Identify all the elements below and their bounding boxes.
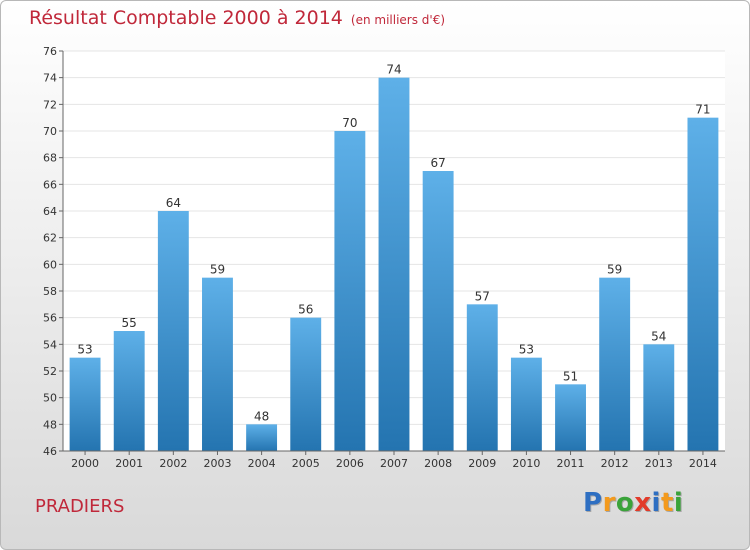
- value-label-2012: 59: [607, 263, 622, 277]
- bar-2014: [687, 117, 719, 452]
- x-tick-label-2008: 2008: [424, 457, 452, 470]
- x-tick-label-2002: 2002: [159, 457, 187, 470]
- x-tick-label-2012: 2012: [601, 457, 629, 470]
- y-tick-label: 74: [43, 72, 57, 85]
- bar-2004: [246, 424, 278, 451]
- x-tick-label-2014: 2014: [689, 457, 717, 470]
- y-tick-label: 72: [43, 98, 57, 111]
- value-label-2007: 74: [386, 63, 401, 77]
- y-tick-label: 46: [43, 445, 57, 458]
- value-label-2001: 55: [122, 316, 137, 330]
- bar-2013: [643, 344, 675, 451]
- y-tick-label: 68: [43, 152, 57, 165]
- chart-title: Résultat Comptable 2000 à 2014 (en millie…: [29, 7, 445, 29]
- x-tick-label-2006: 2006: [336, 457, 364, 470]
- x-tick-label-2005: 2005: [292, 457, 320, 470]
- bar-2008: [422, 171, 454, 451]
- value-label-2013: 54: [651, 329, 666, 343]
- chart-unit: (en milliers d'€): [350, 13, 446, 27]
- value-label-2000: 53: [77, 343, 92, 357]
- value-label-2011: 51: [563, 369, 578, 383]
- value-label-2006: 70: [342, 116, 357, 130]
- bar-2005: [290, 317, 322, 451]
- commune-name: PRADIERS: [35, 496, 125, 517]
- y-tick-label: 50: [43, 392, 57, 405]
- chart-title-text: Résultat Comptable 2000 à 2014: [29, 7, 343, 29]
- y-tick-label: 62: [43, 232, 57, 245]
- value-label-2004: 48: [254, 409, 269, 423]
- x-tick-label-2009: 2009: [468, 457, 496, 470]
- x-tick-label-2007: 2007: [380, 457, 408, 470]
- bar-2012: [599, 277, 631, 451]
- bar-2001: [113, 331, 145, 451]
- x-tick-label-2010: 2010: [512, 457, 540, 470]
- value-label-2005: 56: [298, 303, 313, 317]
- bar-2002: [157, 211, 189, 451]
- y-tick-label: 54: [43, 338, 57, 351]
- logo-letter: i: [673, 488, 684, 518]
- y-tick-label: 76: [43, 45, 57, 58]
- bar-2009: [466, 304, 498, 451]
- y-tick-label: 56: [43, 312, 57, 325]
- proxiti-logo: Proxiti: [583, 488, 683, 518]
- x-tick-label-2013: 2013: [645, 457, 673, 470]
- value-label-2002: 64: [166, 196, 181, 210]
- logo-letter: r: [602, 488, 616, 518]
- x-tick-label-2004: 2004: [248, 457, 276, 470]
- bar-2007: [378, 77, 410, 452]
- bar-2006: [334, 131, 366, 451]
- logo-letter: P: [583, 488, 603, 518]
- y-tick-label: 52: [43, 365, 57, 378]
- y-tick-label: 60: [43, 258, 57, 271]
- value-label-2010: 53: [519, 343, 534, 357]
- bar-2000: [69, 357, 101, 451]
- value-label-2009: 57: [475, 289, 490, 303]
- bar-2003: [202, 277, 233, 451]
- logo-letter: t: [660, 488, 674, 518]
- x-tick-label-2000: 2000: [71, 457, 99, 470]
- y-tick-label: 48: [43, 418, 57, 431]
- y-tick-label: 58: [43, 285, 57, 298]
- value-label-2003: 59: [210, 263, 225, 277]
- y-tick-label: 70: [43, 125, 57, 138]
- logo-letter: x: [634, 488, 652, 518]
- bar-2010: [510, 357, 542, 451]
- value-label-2008: 67: [430, 156, 445, 170]
- x-tick-label-2001: 2001: [115, 457, 143, 470]
- x-tick-label-2003: 2003: [203, 457, 231, 470]
- logo-letter: i: [651, 488, 661, 518]
- y-tick-label: 66: [43, 178, 57, 191]
- bar-2011: [555, 384, 586, 451]
- x-tick-label-2011: 2011: [557, 457, 585, 470]
- value-label-2014: 71: [695, 103, 710, 117]
- y-tick-label: 64: [43, 205, 57, 218]
- logo-letter: o: [615, 488, 635, 518]
